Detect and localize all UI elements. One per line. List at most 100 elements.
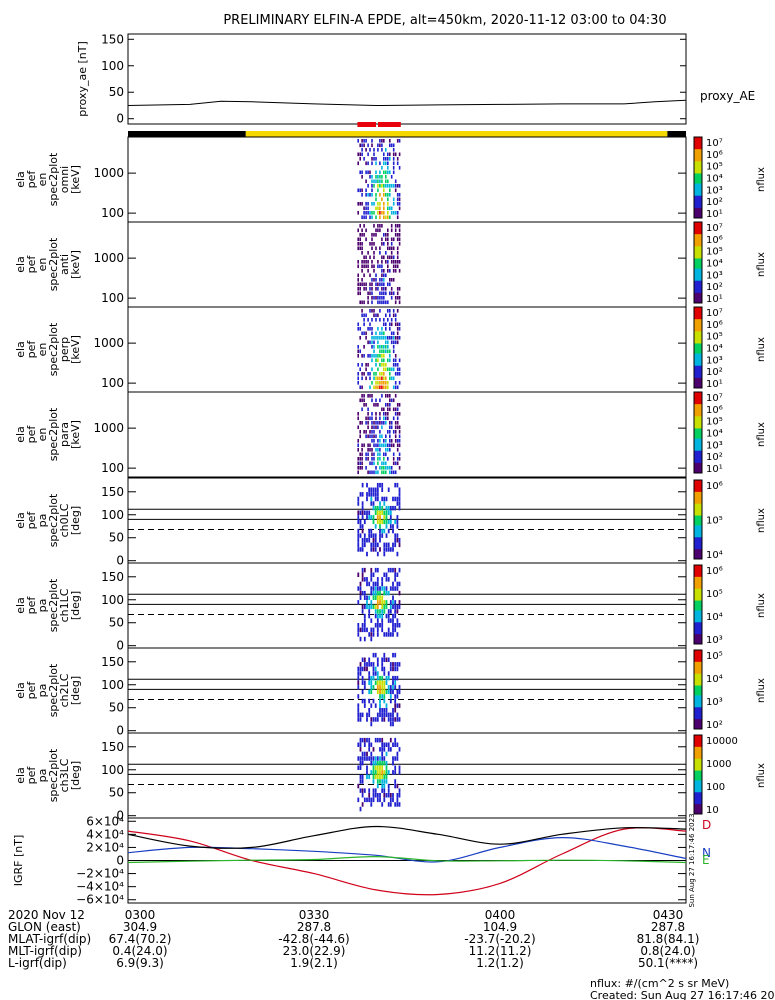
energy-colorbar-swatch [694,396,702,399]
energy-pixel [387,193,389,197]
energy-pixel [387,349,389,354]
pa-pixel [368,793,371,798]
pa-colorbar-swatch [694,661,702,665]
energy-pixel [371,233,373,237]
pa-pixel [394,685,397,690]
energy-colorbar-tick: 10⁷ [706,138,723,149]
energy-pixel [385,251,387,255]
energy-ytick-label: 1000 [93,166,124,180]
energy-pixel [359,421,361,425]
pa-pixel [387,632,390,637]
energy-colorbar-swatch [694,355,702,359]
energy-pixel [357,363,359,367]
energy-colorbar-swatch [694,394,702,397]
pa-pixel [357,666,360,672]
pa-pixel [398,487,401,492]
pa-colorbar-swatch [694,638,702,641]
energy-ylabel-part: pef [25,255,38,274]
energy-colorbar-swatch [694,276,702,280]
igrf-ytick-label: 0 [116,854,124,868]
energy-pixel [383,193,385,197]
energy-ylabel-part: en [36,428,49,442]
pa-colorbar-swatch [694,748,702,752]
energy-pixel [381,224,383,228]
energy-colorbar-swatch [694,211,702,215]
pa-pixel [387,618,390,623]
energy-colorbar-swatch [694,383,702,387]
energy-pixel [361,407,363,412]
pa-pixel [359,662,362,667]
pa-colorbar-swatch [694,772,702,775]
energy-pixel [387,309,389,313]
energy-pixel [359,291,361,296]
pa-colorbar-swatch [694,626,702,629]
energy-colorbar-tick: 10⁴ [706,344,723,355]
energy-pixel [377,188,379,193]
energy-colorbar-swatch [694,187,702,191]
orbit-cell: 6.9(9.3) [116,956,164,970]
pa-pixel [392,528,394,534]
energy-pixel [377,264,379,269]
energy-pixel [390,296,393,300]
energy-pixel [385,170,387,175]
pa-colorbar-swatch [694,545,702,548]
energy-pixel [375,421,377,425]
energy-colorbar-swatch [694,137,702,140]
energy-pixel [396,233,399,237]
energy-pixel [389,430,391,434]
pa-pixel [372,662,375,667]
energy-pixel [379,363,381,367]
pa-colorbar-swatch [694,788,702,791]
energy-pixel [361,170,363,175]
pa-pixel [387,590,390,596]
pa-pixel [368,492,371,497]
energy-pixel [371,470,373,475]
energy-pixel [389,206,391,211]
energy-ylabel-part: [keV] [69,335,82,364]
energy-pixel [371,242,373,246]
energy-pixel [381,466,383,470]
pa-colorbar-swatch [694,653,702,657]
energy-pixel [396,385,399,390]
pa-pixel [398,501,401,506]
energy-colorbar-swatch [694,392,702,395]
pa-pixel [374,671,377,676]
pa-pixel [383,788,386,793]
pa-pixel [374,595,377,600]
pa-colorbar-swatch [694,521,702,524]
pa-colorbar-swatch [694,655,702,659]
pa-pixel [394,708,397,713]
energy-colorbar-swatch [694,438,702,442]
energy-pixel [387,345,389,349]
pa-pixel [387,685,390,690]
energy-pixel [375,296,377,300]
pa-pixel [372,487,375,492]
pa-pixel [379,770,381,775]
pa-colorbar-swatch [694,746,702,750]
pa-pixel [359,779,362,784]
energy-colorbar-swatch [694,454,702,458]
energy-pixel [389,322,391,327]
energy-pixel [383,412,385,416]
pa-pixel [374,538,377,543]
energy-pixel [371,367,373,372]
energy-pixel [389,407,391,412]
pa-pixel [389,747,392,752]
energy-pixel [381,336,383,340]
energy-colorbar-swatch [694,309,702,312]
pa-pixel [374,717,377,722]
energy-pixel [375,376,377,381]
energy-pixel [363,372,365,376]
energy-colorbar-swatch [694,434,702,438]
pa-pixel [359,666,362,672]
pa-ylabel-part: ela [14,597,27,614]
pa-pixel [363,604,366,610]
energy-colorbar-swatch [694,141,702,144]
energy-pixel [373,255,375,260]
energy-pixel [365,188,367,193]
pa-pixel [392,604,394,610]
pa-pixel [368,742,371,747]
energy-colorbar-swatch [694,226,702,229]
pa-ytick-label: 100 [101,508,124,522]
energy-colorbar-label: nflux [756,167,767,192]
